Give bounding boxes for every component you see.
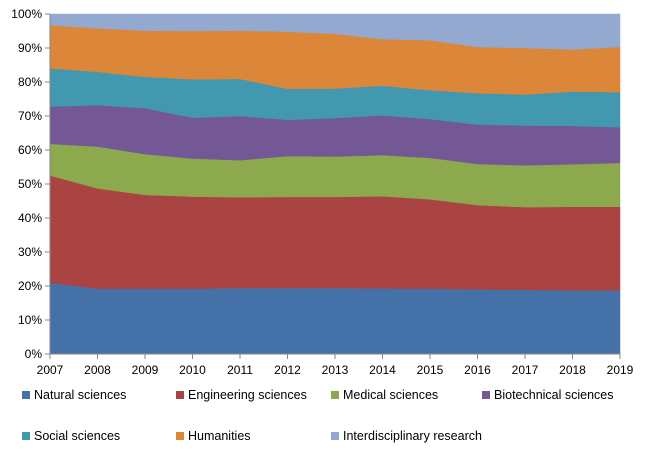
legend-item: Humanities — [176, 429, 251, 443]
x-tick-label: 2013 — [322, 363, 349, 377]
y-tick-label: 0% — [25, 347, 43, 361]
legend-label: Medical sciences — [343, 388, 439, 402]
y-tick-label: 90% — [18, 41, 42, 55]
x-tick-label: 2019 — [607, 363, 634, 377]
area-series-natural-sciences — [49, 282, 621, 355]
x-tick-label: 2007 — [37, 363, 64, 377]
area-layer — [49, 13, 621, 355]
legend-swatch — [176, 432, 184, 440]
legend-label: Biotechnical sciences — [494, 388, 614, 402]
legend-label: Natural sciences — [34, 388, 127, 402]
x-tick-label: 2017 — [512, 363, 539, 377]
legend-item: Engineering sciences — [176, 388, 307, 402]
x-tick-label: 2016 — [464, 363, 491, 377]
y-tick-label: 80% — [18, 75, 42, 89]
legend-swatch — [482, 391, 490, 399]
area-series-interdisciplinary-research — [49, 13, 621, 50]
y-tick-label: 30% — [18, 245, 42, 259]
y-tick-label: 70% — [18, 109, 42, 123]
legend-item: Natural sciences — [22, 388, 126, 402]
legend-swatch — [331, 391, 339, 399]
legend: Natural sciences Engineering sciences Medi… — [0, 381, 648, 461]
y-tick-label: 10% — [18, 313, 42, 327]
x-tick-label: 2018 — [559, 363, 586, 377]
tick-layer: 0% 10% 20% 30% 40% 50% 60% 70% 80% 90% 100% 2007 200… — [11, 7, 633, 377]
legend-item: Biotechnical sciences — [482, 388, 614, 402]
y-tick-label: 60% — [18, 143, 42, 157]
y-tick-label: 50% — [18, 177, 42, 191]
y-tick-label: 40% — [18, 211, 42, 225]
legend-swatch — [22, 432, 30, 440]
x-tick-label: 2011 — [227, 363, 253, 377]
y-tick-label: 20% — [18, 279, 42, 293]
x-tick-label: 2009 — [132, 363, 159, 377]
legend-item: Interdisciplinary research — [331, 429, 482, 443]
x-tick-label: 2008 — [84, 363, 111, 377]
legend-item: Social sciences — [22, 429, 120, 443]
legend-label: Humanities — [188, 429, 251, 443]
legend-item: Medical sciences — [331, 388, 438, 402]
x-tick-label: 2012 — [274, 363, 301, 377]
legend-label: Interdisciplinary research — [343, 429, 482, 443]
x-tick-label: 2014 — [369, 363, 396, 377]
legend-swatch — [331, 432, 339, 440]
legend-label: Engineering sciences — [188, 388, 307, 402]
y-tick-label: 100% — [11, 7, 42, 21]
legend-swatch — [176, 391, 184, 399]
x-tick-label: 2010 — [179, 363, 206, 377]
legend-label: Social sciences — [34, 429, 121, 443]
x-tick-label: 2015 — [417, 363, 444, 377]
legend-swatch — [22, 391, 30, 399]
